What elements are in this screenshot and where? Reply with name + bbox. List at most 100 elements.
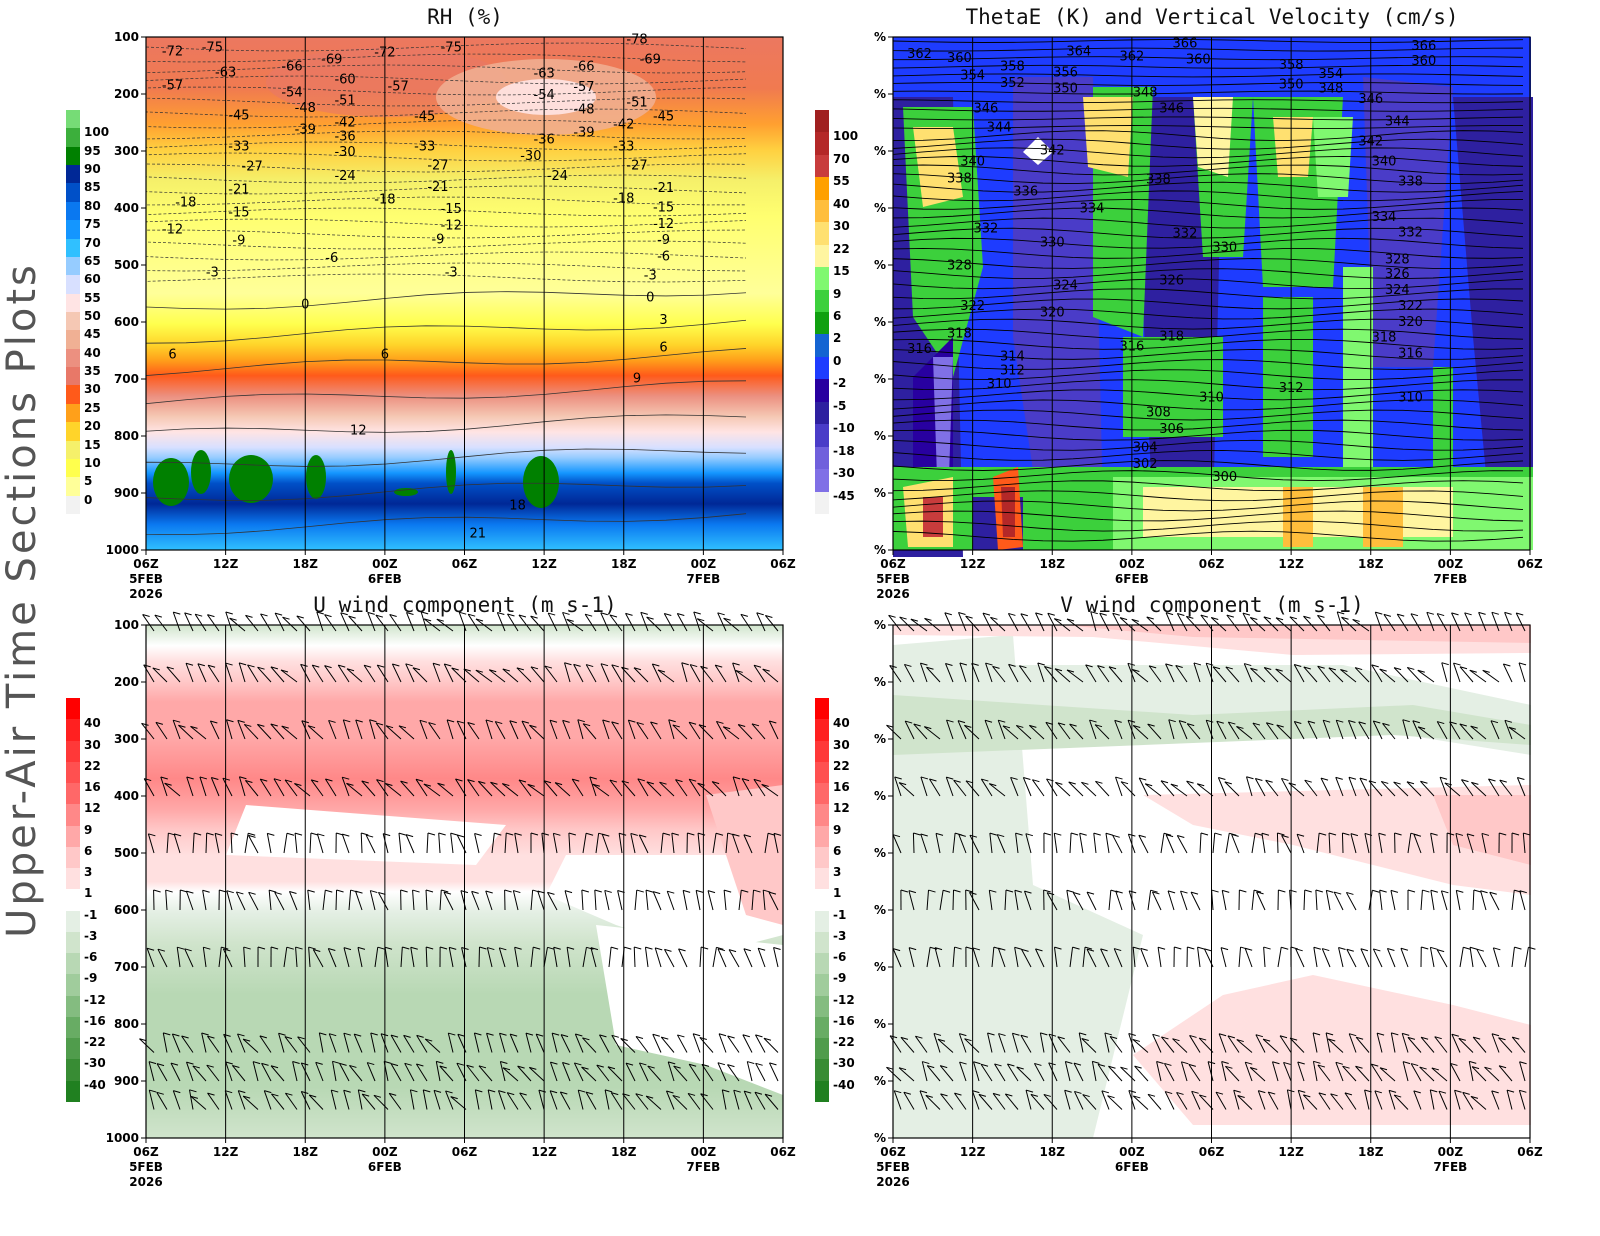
- wind-barb: [278, 1032, 286, 1053]
- wind-barb-feather: [1048, 1062, 1056, 1066]
- wind-barb-staff: [1265, 779, 1279, 797]
- wind-barb: [1451, 1033, 1461, 1053]
- wind-barb-staff: [1450, 1063, 1461, 1082]
- wind-barb-staff: [143, 664, 155, 683]
- colorbar-label: 16: [833, 780, 850, 795]
- wind-barb-staff: [1081, 781, 1097, 797]
- contour-label: 344: [1385, 114, 1410, 129]
- x-tick-label: 18Z: [611, 1145, 637, 1159]
- wind-barb: [530, 615, 545, 632]
- wind-barb-feather: [1276, 724, 1284, 728]
- wind-barb-staff: [735, 670, 753, 683]
- wind-barb-staff: [343, 1090, 350, 1110]
- wind-barb-feather: [1093, 832, 1101, 836]
- wind-barb-feather: [1066, 618, 1075, 622]
- wind-barb: [753, 778, 766, 797]
- wind-barb-staff: [1176, 613, 1188, 632]
- wind-barb-feather: [284, 1036, 293, 1040]
- wind-barb-feather: [207, 1035, 215, 1039]
- wind-barb: [1211, 889, 1219, 911]
- colorbar-swatch: [66, 995, 80, 1018]
- wind-barb-feather: [1128, 833, 1136, 837]
- wind-barb-feather: [398, 725, 407, 729]
- colorbar-label: 95: [84, 143, 101, 158]
- wind-barb: [432, 662, 441, 683]
- wind-barb-feather: [715, 664, 723, 668]
- wind-barb: [467, 779, 480, 797]
- colorbar-swatch: [66, 348, 80, 368]
- wind-barb: [375, 614, 389, 632]
- contour-label-group: -18: [175, 195, 196, 210]
- contour-label-group: 338: [1146, 173, 1171, 188]
- wind-barb-staff: [437, 782, 454, 797]
- wind-barb-feather: [1348, 719, 1356, 723]
- contour-label: -48: [573, 102, 594, 117]
- wind-barb-feather: [406, 611, 414, 615]
- wind-barb: [486, 947, 495, 968]
- colorbar-swatch: [66, 1059, 80, 1082]
- wind-barb-feather: [264, 1090, 272, 1094]
- temperature-contour: [145, 64, 747, 74]
- wind-barb-feather: [1383, 613, 1392, 617]
- wind-barb-feather: [620, 1038, 628, 1041]
- wind-barb: [300, 1091, 311, 1110]
- wind-barb: [1132, 946, 1141, 968]
- wind-barb-staff: [248, 835, 259, 854]
- wind-barb-feather: [143, 664, 151, 668]
- wind-barb-feather: [1101, 1090, 1110, 1094]
- wind-barb-feather: [495, 721, 503, 725]
- wind-barb-staff: [423, 783, 441, 797]
- contour-label: 6: [659, 341, 667, 356]
- wind-barb-feather: [1346, 948, 1354, 952]
- contour-label: -3: [644, 268, 657, 283]
- wind-barb-feather: [1029, 724, 1037, 728]
- wind-barb-staff: [990, 616, 1006, 632]
- wind-barb-feather: [365, 834, 374, 838]
- wind-barb-feather: [1220, 947, 1229, 951]
- wind-barb-staff: [529, 724, 545, 740]
- wind-barb-feather: [1281, 834, 1289, 838]
- wind-barb: [1025, 833, 1033, 854]
- wind-barb-staff: [1156, 1061, 1162, 1082]
- wind-barb: [562, 719, 571, 740]
- colorbar-swatch: [815, 154, 829, 178]
- wind-barb-feather: [671, 832, 679, 836]
- wind-barb: [1199, 832, 1209, 854]
- wind-barb-staff: [1341, 832, 1344, 854]
- contour-label: -27: [626, 158, 647, 173]
- wind-barb-feather: [1040, 1032, 1048, 1036]
- wind-barb-feather: [959, 1033, 967, 1037]
- wind-barb-feather: [518, 779, 527, 783]
- wind-barb-feather: [173, 1090, 181, 1094]
- wind-barb-staff: [663, 613, 675, 632]
- wind-barb: [568, 832, 577, 854]
- wind-barb-feather: [773, 832, 782, 836]
- colorbar-swatch: [66, 495, 80, 515]
- wind-barb-staff: [1519, 1061, 1526, 1082]
- wind-barb-staff: [611, 664, 623, 683]
- contour-label-group: 358: [1000, 60, 1025, 75]
- wind-barb-staff: [340, 612, 350, 632]
- wind-barb-staff: [742, 1034, 753, 1053]
- y-tick-label: 600: [114, 903, 139, 917]
- contour-label: -33: [228, 140, 249, 155]
- wind-barb-feather: [672, 1094, 680, 1098]
- wind-barb: [529, 724, 545, 740]
- wind-barb: [908, 890, 917, 911]
- wind-barb: [310, 779, 324, 797]
- wind-barb: [367, 611, 376, 632]
- wind-barb-feather: [1074, 1090, 1082, 1094]
- wind-barb-staff: [400, 780, 415, 797]
- contour-label: 6: [381, 348, 389, 363]
- wind-barb-staff: [530, 947, 534, 968]
- wind-barb: [646, 616, 662, 632]
- wind-barb-feather: [232, 1065, 240, 1068]
- wind-barb-feather: [173, 719, 181, 723]
- wind-barb-staff: [456, 720, 467, 740]
- wind-barb-staff: [1441, 662, 1448, 683]
- wind-barb: [499, 1032, 507, 1053]
- wind-barb: [322, 889, 333, 911]
- wind-barb-feather: [590, 947, 599, 951]
- wind-barb-feather: [602, 833, 610, 837]
- wind-barb-feather: [611, 721, 619, 725]
